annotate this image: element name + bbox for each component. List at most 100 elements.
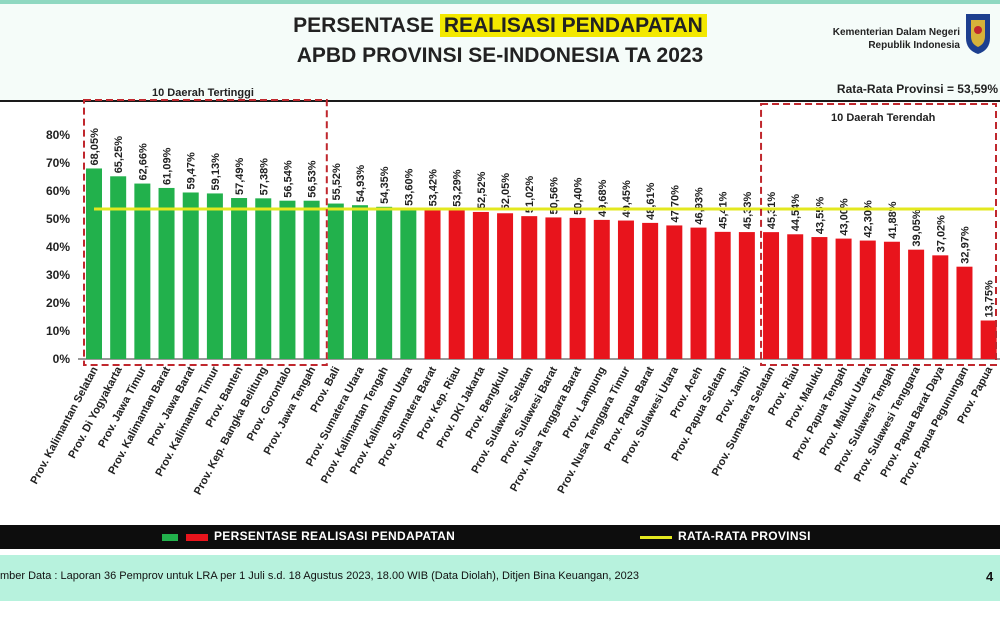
data-label: 50,56% bbox=[548, 177, 560, 215]
y-tick-label: 0% bbox=[53, 352, 71, 366]
bar bbox=[666, 225, 683, 359]
data-label: 32,97% bbox=[959, 226, 971, 264]
bar bbox=[110, 176, 127, 359]
legend-line-swatch bbox=[640, 536, 672, 539]
bar bbox=[279, 200, 296, 359]
title-prefix: PERSENTASE bbox=[293, 14, 440, 37]
bar bbox=[593, 219, 610, 359]
bar bbox=[763, 232, 780, 359]
data-label: 46,93% bbox=[694, 187, 706, 225]
bar bbox=[497, 213, 514, 359]
bar bbox=[303, 200, 320, 359]
average-label: Rata-Rata Provinsi = 53,59% bbox=[836, 82, 998, 96]
bar bbox=[472, 211, 489, 359]
data-label: 55,52% bbox=[331, 163, 343, 201]
bar bbox=[545, 217, 562, 359]
chart-title-line2: APBD PROVINSI SE-INDONESIA TA 2023 bbox=[296, 44, 704, 67]
data-label: 54,93% bbox=[355, 165, 367, 203]
legend-green-swatch bbox=[162, 534, 178, 541]
y-tick-label: 60% bbox=[46, 184, 70, 198]
footer: mber Data : Laporan 36 Pemprov untuk LRA… bbox=[0, 555, 1000, 601]
data-label: 53,60% bbox=[403, 168, 415, 206]
bar bbox=[859, 240, 876, 359]
data-label: 49,68% bbox=[597, 179, 609, 217]
data-label: 52,05% bbox=[500, 173, 512, 211]
bar bbox=[351, 205, 368, 359]
data-label: 57,49% bbox=[234, 158, 246, 196]
data-label: 44,54% bbox=[790, 194, 802, 232]
source-note: mber Data : Laporan 36 Pemprov untuk LRA… bbox=[0, 570, 639, 582]
y-tick-label: 40% bbox=[46, 240, 70, 254]
y-tick-label: 10% bbox=[46, 324, 70, 338]
data-label: 65,25% bbox=[113, 136, 125, 174]
bar bbox=[182, 192, 199, 359]
bar bbox=[448, 209, 465, 359]
ministry-country: Republik Indonesia bbox=[868, 40, 960, 51]
bar bbox=[714, 231, 731, 359]
garuda-emblem-icon bbox=[966, 14, 990, 54]
data-label: 37,02% bbox=[935, 215, 947, 253]
data-label: 61,09% bbox=[162, 147, 174, 185]
data-label: 59,47% bbox=[186, 152, 198, 190]
data-label: 59,13% bbox=[210, 153, 222, 191]
top-accent-line bbox=[0, 0, 1000, 4]
data-label: 56,54% bbox=[282, 160, 294, 198]
bottom10-box bbox=[760, 103, 997, 366]
data-label: 62,66% bbox=[137, 143, 149, 181]
legend-line-label: RATA-RATA PROVINSI bbox=[678, 529, 811, 543]
data-label: 13,75% bbox=[984, 280, 996, 318]
data-label: 50,40% bbox=[573, 177, 585, 215]
bar-chart: 0%10%20%30%40%50%60%70%80% 68,05%Prov. Ka… bbox=[28, 87, 1000, 497]
data-label: 43,55% bbox=[814, 197, 826, 235]
data-label: 49,45% bbox=[621, 180, 633, 218]
legend-bars-label: PERSENTASE REALISASI PENDAPATAN bbox=[214, 529, 456, 543]
bar bbox=[932, 255, 949, 359]
y-tick-label: 80% bbox=[46, 128, 70, 142]
bar bbox=[206, 193, 223, 359]
bar bbox=[883, 241, 900, 359]
data-label: 52,52% bbox=[476, 171, 488, 209]
data-label: 53,29% bbox=[452, 169, 464, 207]
data-label: 53,42% bbox=[428, 169, 440, 207]
data-label: 39,05% bbox=[911, 209, 923, 247]
top10-label: 10 Daerah Tertinggi bbox=[152, 87, 254, 99]
bar bbox=[738, 232, 755, 359]
y-tick-label: 70% bbox=[46, 156, 70, 170]
bar bbox=[690, 227, 707, 359]
bar bbox=[811, 237, 828, 359]
bar bbox=[980, 320, 997, 359]
data-label: 42,30% bbox=[863, 200, 875, 238]
data-label: 51,02% bbox=[524, 176, 536, 214]
y-tick-label: 20% bbox=[46, 296, 70, 310]
y-tick-label: 50% bbox=[46, 212, 70, 226]
bar bbox=[424, 209, 441, 359]
bar bbox=[376, 206, 393, 359]
bar bbox=[158, 187, 175, 359]
data-label: 68,05% bbox=[89, 128, 101, 166]
bar bbox=[255, 198, 272, 359]
bar bbox=[956, 266, 973, 359]
title-highlight: REALISASI PENDAPATAN bbox=[439, 14, 707, 37]
data-label: 47,70% bbox=[669, 185, 681, 223]
bar bbox=[835, 238, 852, 359]
data-label: 56,53% bbox=[307, 160, 319, 198]
bar bbox=[787, 234, 804, 359]
bar bbox=[908, 249, 925, 359]
bar bbox=[327, 203, 344, 359]
bottom10-label: 10 Daerah Terendah bbox=[831, 112, 936, 124]
bar bbox=[86, 168, 102, 359]
bar bbox=[521, 216, 538, 359]
top10-box bbox=[83, 99, 328, 366]
data-label: 57,38% bbox=[258, 158, 270, 196]
bar bbox=[400, 208, 417, 359]
bar bbox=[617, 220, 634, 359]
legend-bar: PERSENTASE REALISASI PENDAPATAN RATA-RAT… bbox=[0, 525, 1000, 549]
header-divider bbox=[0, 100, 1000, 102]
bar bbox=[642, 222, 659, 359]
header-band: PERSENTASE REALISASI PENDAPATAN APBD PRO… bbox=[0, 0, 1000, 100]
y-tick-label: 30% bbox=[46, 268, 70, 282]
data-label: 54,35% bbox=[379, 166, 391, 204]
data-label: 43,00% bbox=[839, 198, 851, 236]
legend-red-swatch bbox=[186, 534, 208, 541]
data-label: 48,61% bbox=[645, 182, 657, 220]
